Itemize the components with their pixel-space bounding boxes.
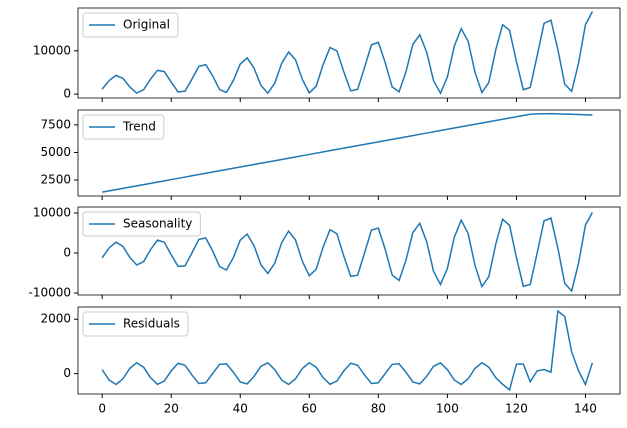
legend-label: Trend <box>122 120 156 134</box>
x-tick-label: 140 <box>574 402 597 416</box>
x-tick-label: 80 <box>371 402 386 416</box>
x-tick-label: 40 <box>233 402 248 416</box>
legend-label: Seasonality <box>123 217 192 231</box>
axes-frame <box>77 109 621 197</box>
y-tick-label: 0 <box>63 246 71 260</box>
y-tick-label: 0 <box>63 87 71 101</box>
legend-label: Residuals <box>123 317 180 331</box>
x-tick-label: 120 <box>505 402 528 416</box>
y-tick-label: 2500 <box>40 173 71 187</box>
x-tick-label: 60 <box>302 402 317 416</box>
series-line <box>101 309 594 392</box>
y-tick-label: 7500 <box>40 117 71 131</box>
y-tick-label: 5000 <box>40 145 71 159</box>
y-tick-label: 2000 <box>40 312 71 326</box>
legend-box <box>82 311 189 337</box>
series-line <box>101 11 594 95</box>
x-tick-label: 20 <box>164 402 179 416</box>
axes-frame <box>77 306 621 395</box>
x-tick-label: 100 <box>436 402 459 416</box>
legend-box <box>82 211 201 237</box>
series-line <box>101 212 594 293</box>
legend-box <box>82 114 165 140</box>
y-tick-label: 0 <box>63 366 71 380</box>
axes-frame <box>77 7 621 99</box>
y-tick-label: -10000 <box>28 286 71 300</box>
x-tick-label: 0 <box>98 402 106 416</box>
y-tick-label: 10000 <box>33 206 71 220</box>
y-tick-label: 10000 <box>33 43 71 57</box>
series-line <box>102 112 593 193</box>
axes-frame <box>77 206 621 296</box>
legend-box <box>82 12 179 38</box>
legend-label: Original <box>123 18 170 32</box>
